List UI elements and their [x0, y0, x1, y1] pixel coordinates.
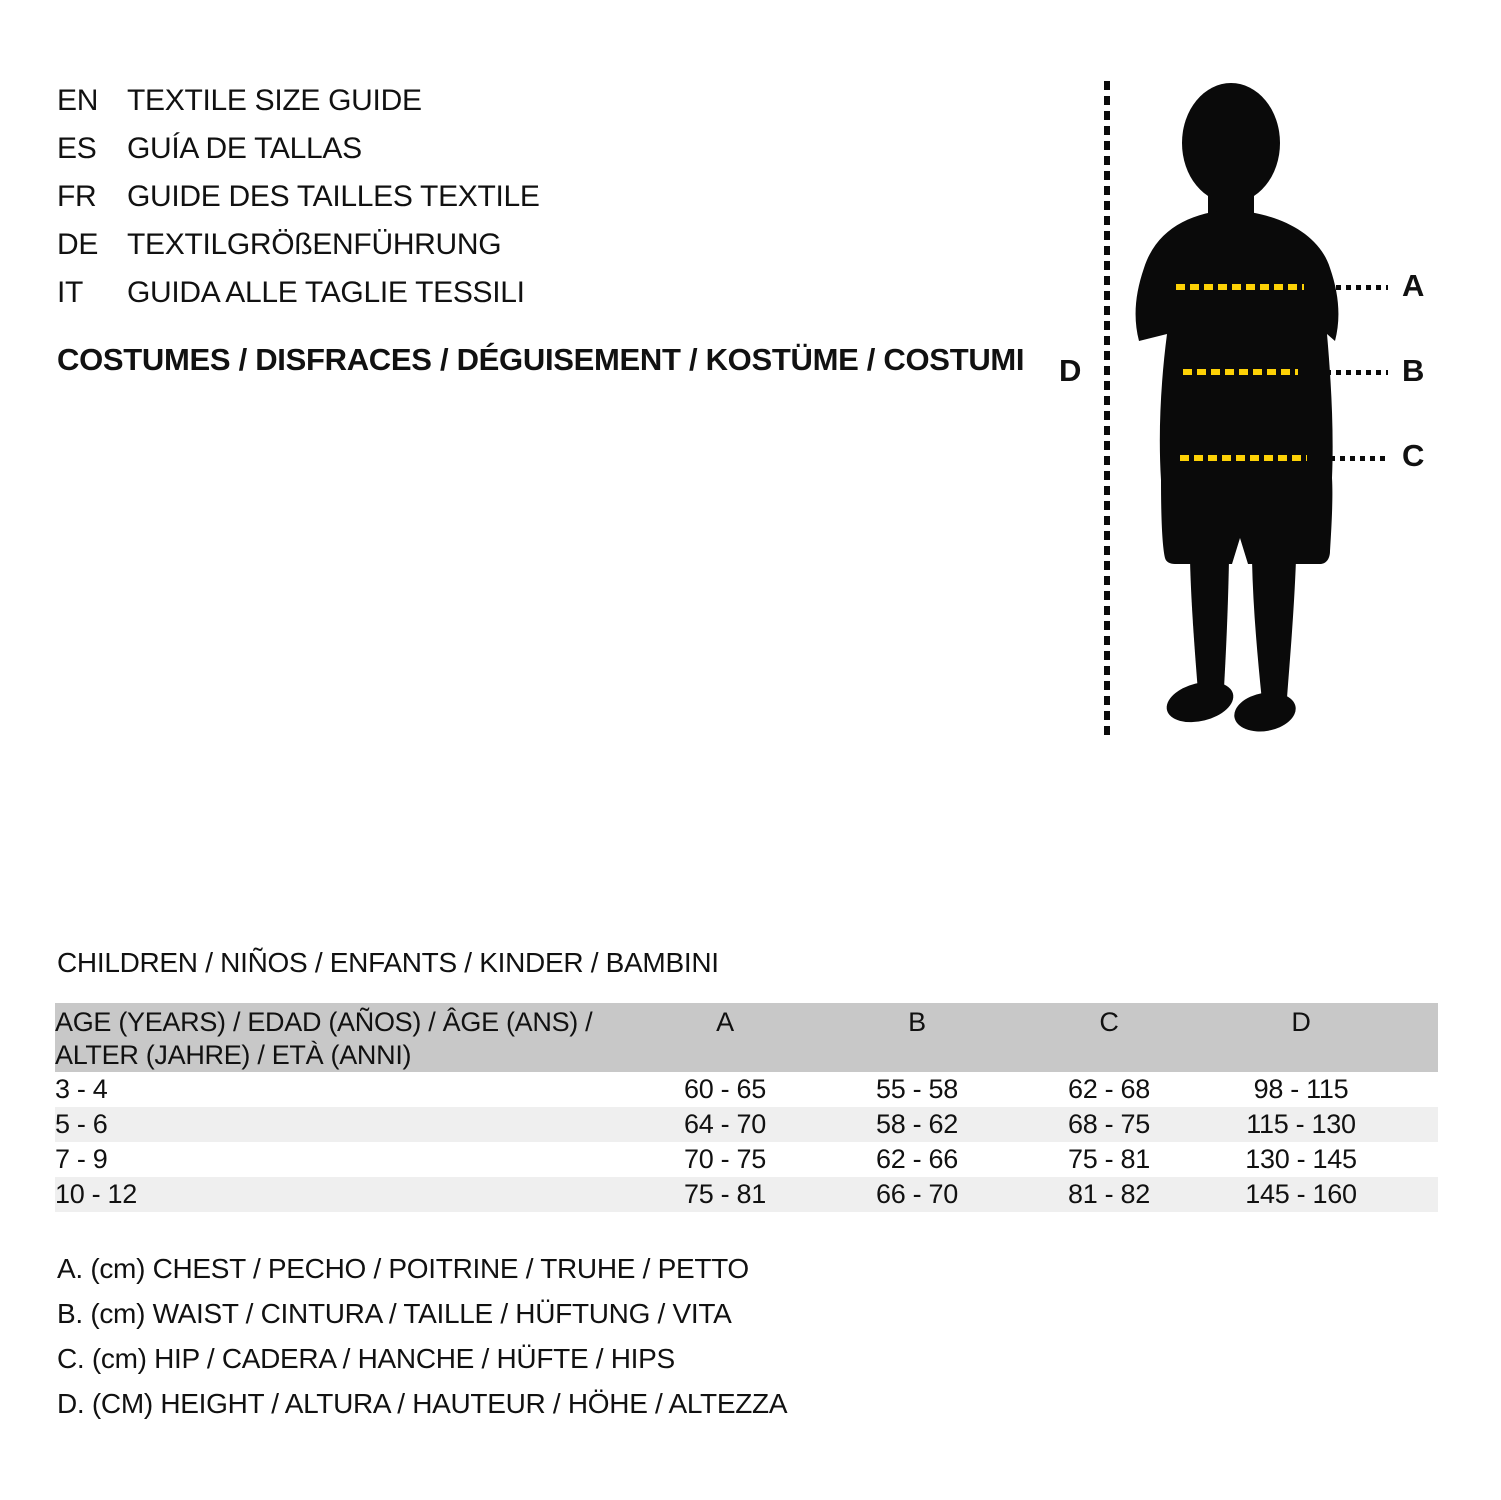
height-cell: 145 - 160 — [1245, 1179, 1357, 1209]
table-row-age-7-9: 7 - 9 70 - 75 62 - 66 75 - 81 130 - 145 — [55, 1142, 1438, 1177]
age-cell: 7 - 9 — [55, 1144, 108, 1174]
chest-cell: 70 - 75 — [684, 1144, 766, 1174]
language-row-de: DE TEXTILGRÖßENFÜHRUNG — [57, 221, 540, 269]
column-header-b: B — [908, 1007, 926, 1037]
measurement-legend: A. (cm) CHEST / PECHO / POITRINE / TRUHE… — [57, 1246, 788, 1426]
waist-cell: 66 - 70 — [876, 1179, 958, 1209]
waist-cell: 55 - 58 — [876, 1074, 958, 1104]
age-header-line1: AGE (YEARS) / EDAD (AÑOS) / ÂGE (ANS) / — [55, 1007, 593, 1037]
table-row-age-5-6: 5 - 6 64 - 70 58 - 62 68 - 75 115 - 130 — [55, 1107, 1438, 1142]
language-code: DE — [57, 228, 99, 261]
spacer-cell — [1397, 1107, 1438, 1142]
age-cell: 5 - 6 — [55, 1109, 108, 1139]
waist-cell: 62 - 66 — [876, 1144, 958, 1174]
language-code: IT — [57, 276, 84, 309]
hip-cell: 68 - 75 — [1068, 1109, 1150, 1139]
language-label: GUÍA DE TALLAS — [127, 132, 362, 165]
table-row-age-10-12: 10 - 12 75 - 81 66 - 70 81 - 82 145 - 16… — [55, 1177, 1438, 1212]
chest-measure-dash — [1176, 284, 1304, 290]
column-header-d: D — [1291, 1007, 1311, 1037]
hip-cell: 62 - 68 — [1068, 1074, 1150, 1104]
chest-connector-line — [1316, 285, 1388, 290]
size-table: AGE (YEARS) / EDAD (AÑOS) / ÂGE (ANS) / … — [55, 1003, 1438, 1212]
language-code: EN — [57, 84, 99, 117]
spacer-cell — [1397, 1072, 1438, 1107]
column-header-c: C — [1099, 1007, 1119, 1037]
language-label: TEXTILGRÖßENFÜHRUNG — [127, 228, 502, 261]
legend-line-hip: C. (cm) HIP / CADERA / HANCHE / HÜFTE / … — [57, 1343, 675, 1374]
chest-cell: 64 - 70 — [684, 1109, 766, 1139]
age-cell: 3 - 4 — [55, 1074, 108, 1104]
diagram-label-a: A — [1402, 268, 1425, 303]
language-label: GUIDE DES TAILLES TEXTILE — [127, 180, 540, 213]
language-label: GUIDA ALLE TAGLIE TESSILI — [127, 276, 525, 309]
language-row-en: EN TEXTILE SIZE GUIDE — [57, 77, 540, 125]
language-code: FR — [57, 180, 97, 213]
waist-measure-dash — [1183, 369, 1298, 375]
language-code: ES — [57, 132, 97, 165]
height-cell: 130 - 145 — [1245, 1144, 1357, 1174]
diagram-label-c: C — [1402, 438, 1425, 473]
chest-cell: 75 - 81 — [684, 1179, 766, 1209]
age-cell: 10 - 12 — [55, 1179, 137, 1209]
language-row-es: ES GUÍA DE TALLAS — [57, 125, 540, 173]
table-row-age-3-4: 3 - 4 60 - 65 55 - 58 62 - 68 98 - 115 — [55, 1072, 1438, 1107]
spacer-cell — [1397, 1142, 1438, 1177]
age-header-line2: ALTER (JAHRE) / ETÀ (ANNI) — [55, 1040, 412, 1070]
language-list: EN TEXTILE SIZE GUIDE ES GUÍA DE TALLAS … — [57, 77, 540, 317]
spacer-cell — [1397, 1003, 1438, 1072]
chest-cell: 60 - 65 — [684, 1074, 766, 1104]
legend-line-height: D. (CM) HEIGHT / ALTURA / HAUTEUR / HÖHE… — [57, 1388, 788, 1419]
hip-cell: 81 - 82 — [1068, 1179, 1150, 1209]
waist-cell: 58 - 62 — [876, 1109, 958, 1139]
legend-line-waist: B. (cm) WAIST / CINTURA / TAILLE / HÜFTU… — [57, 1298, 732, 1329]
language-label: TEXTILE SIZE GUIDE — [127, 84, 422, 117]
spacer-cell — [1397, 1177, 1438, 1212]
hip-measure-dash — [1180, 455, 1307, 461]
hip-connector-line — [1320, 456, 1386, 461]
height-measure-line — [1104, 81, 1110, 741]
height-cell: 98 - 115 — [1253, 1074, 1349, 1104]
waist-connector-line — [1316, 370, 1388, 375]
language-row-it: IT GUIDA ALLE TAGLIE TESSILI — [57, 269, 540, 317]
section-heading-children: CHILDREN / NIÑOS / ENFANTS / KINDER / BA… — [57, 947, 719, 978]
hip-cell: 75 - 81 — [1068, 1144, 1150, 1174]
age-column-header: AGE (YEARS) / EDAD (AÑOS) / ÂGE (ANS) / … — [55, 1003, 629, 1072]
height-cell: 115 - 130 — [1246, 1109, 1356, 1139]
table-header-row: AGE (YEARS) / EDAD (AÑOS) / ÂGE (ANS) / … — [55, 1003, 1438, 1072]
legend-line-chest: A. (cm) CHEST / PECHO / POITRINE / TRUHE… — [57, 1253, 749, 1284]
diagram-label-d: D — [1059, 353, 1082, 388]
child-silhouette-icon — [1135, 83, 1339, 732]
page-title: COSTUMES / DISFRACES / DÉGUISEMENT / KOS… — [57, 342, 1025, 377]
column-header-a: A — [716, 1007, 734, 1037]
language-row-fr: FR GUIDE DES TAILLES TEXTILE — [57, 173, 540, 221]
diagram-label-b: B — [1402, 353, 1425, 388]
